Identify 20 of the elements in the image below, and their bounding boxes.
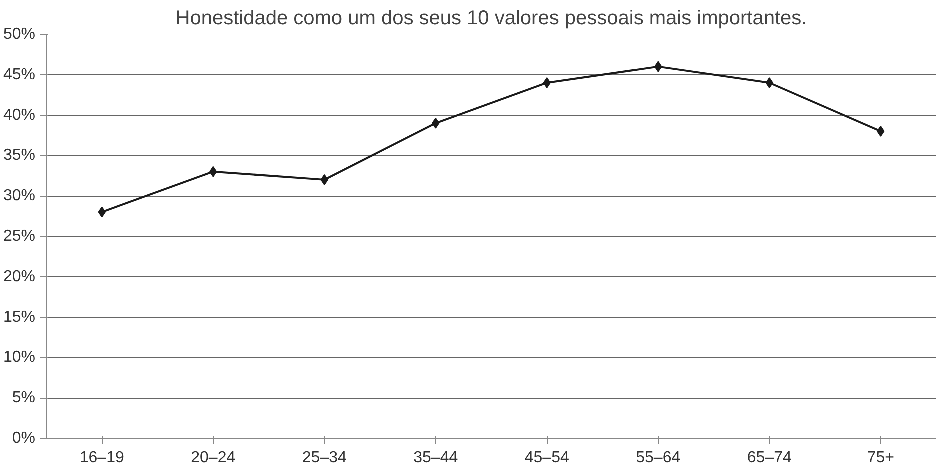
x-tick-label: 20–24: [191, 450, 236, 466]
y-tick-label: 20%: [3, 268, 36, 286]
x-tick-label: 55–64: [636, 450, 681, 466]
y-tick-label: 50%: [3, 26, 36, 43]
y-tick-label: 25%: [3, 228, 36, 245]
y-tick-label: 15%: [3, 308, 36, 326]
y-tick-label: 0%: [12, 430, 36, 447]
x-tick-label: 35–44: [414, 450, 458, 466]
y-tick-label: 40%: [3, 106, 36, 124]
y-tick-label: 30%: [3, 188, 36, 205]
x-tick-label: 75+: [867, 450, 894, 466]
x-tick-label: 25–34: [302, 450, 347, 466]
x-tick-label: 65–74: [747, 450, 792, 466]
y-tick-label: 10%: [3, 349, 36, 366]
x-tick-label: 45–54: [524, 450, 570, 466]
y-tick-label: 35%: [3, 147, 36, 164]
y-tick-label: 5%: [12, 390, 36, 407]
x-tick-label: 16–19: [80, 450, 124, 466]
chart-title: Honestidade como um dos seus 10 valores pessoais mais importantes.: [176, 8, 808, 30]
y-tick-label: 45%: [3, 66, 36, 84]
